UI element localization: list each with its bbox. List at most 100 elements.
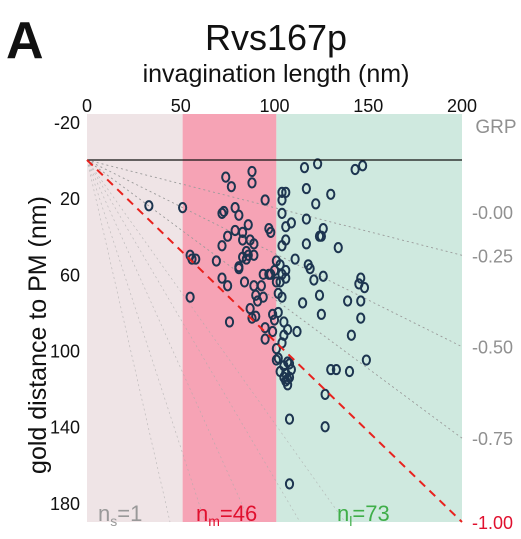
data-point (251, 310, 261, 322)
grp-ray-4 (86, 159, 171, 523)
x-tick-label: 150 (353, 96, 383, 116)
data-point (281, 234, 291, 246)
y-tick-label: 20 (60, 189, 80, 209)
y-tick-label: 140 (50, 418, 80, 438)
x-axis-label: invagination length (nm) (143, 60, 410, 88)
data-point (234, 209, 244, 221)
data-point (277, 207, 287, 219)
chart-title: Rvs167p (205, 17, 347, 58)
data-point (311, 198, 321, 210)
grp-1-reference-line (86, 159, 463, 523)
data-point (343, 295, 353, 307)
region-n_l (276, 114, 462, 522)
data-point (221, 171, 231, 183)
data-point (273, 306, 283, 319)
x-tick-labels: 0 50 100 150 200 (82, 96, 477, 116)
data-point (298, 297, 308, 309)
data-point (239, 276, 250, 288)
region-label-medium: nm=46 (196, 501, 257, 529)
y-tick-label: 100 (50, 342, 80, 362)
data-point (359, 282, 370, 294)
data-point (191, 253, 201, 265)
y-tick-labels: -20 20 60 100 140 180 (50, 113, 80, 514)
x-tick-label: 200 (447, 96, 477, 116)
y-tick-label: 180 (50, 494, 80, 514)
region-label-small: ns=1 (98, 501, 142, 529)
data-point (326, 188, 336, 200)
data-point (358, 160, 368, 172)
data-point (256, 280, 266, 292)
data-point (344, 365, 355, 378)
data-point (185, 291, 195, 303)
grp-axis-label: GRP (475, 117, 516, 138)
y-tick-label: -20 (54, 113, 80, 133)
data-point (301, 182, 311, 195)
data-point (283, 323, 293, 336)
grp-tick-label: -0.00 (472, 203, 513, 223)
data-point (219, 205, 229, 218)
data-point (249, 249, 259, 261)
data-point (178, 202, 188, 214)
grp-ray-3 (86, 159, 206, 523)
data-point (284, 478, 295, 490)
data-point (326, 363, 336, 376)
region-n_s (87, 114, 183, 522)
y-tick-label: 60 (60, 265, 80, 285)
data-point (260, 333, 270, 345)
data-point (313, 158, 323, 170)
panel-label: A (6, 12, 44, 70)
x-tick-label: 0 (82, 96, 92, 116)
data-point (224, 316, 235, 328)
data-point (260, 194, 270, 206)
data-point (356, 312, 366, 324)
region-label-long: nl=73 (337, 501, 390, 529)
data-point (292, 325, 302, 338)
data-point (226, 181, 236, 193)
data-point (316, 308, 326, 320)
data-point (281, 272, 291, 284)
grp-ray-0 (86, 159, 346, 523)
data-point (301, 213, 311, 225)
data-point (273, 352, 283, 364)
y-axis-label: gold distance to PM (nm) (24, 196, 52, 474)
data-point (266, 226, 276, 238)
grp-tick-labels: -0.00 -0.25 -0.50 -0.75 -1.00 (472, 203, 513, 533)
data-point (271, 276, 281, 288)
data-point (144, 200, 154, 212)
data-point (247, 177, 257, 189)
grp-tick-label: -1.00 (472, 513, 513, 533)
data-point (223, 230, 233, 242)
data-point (290, 253, 300, 265)
data-point (314, 289, 325, 301)
grp-tick-label: -0.50 (472, 338, 513, 358)
data-point (284, 358, 295, 370)
data-point (299, 162, 310, 174)
data-point (286, 217, 296, 229)
data-point (361, 354, 371, 366)
data-point (268, 308, 278, 320)
data-point (281, 264, 291, 277)
data-point (223, 280, 233, 292)
data-point (333, 242, 343, 254)
data-point (238, 226, 248, 238)
data-point (211, 255, 221, 267)
data-point (277, 291, 287, 303)
data-point (234, 263, 244, 275)
data-point (243, 249, 253, 261)
data-point (268, 325, 278, 338)
data-point (301, 238, 311, 250)
data-point (217, 207, 227, 219)
data-point (283, 373, 293, 385)
data-point (243, 219, 253, 231)
data-point (309, 274, 319, 286)
grp-guide-lines (86, 159, 463, 523)
data-point (281, 186, 291, 198)
data-point (320, 421, 330, 433)
data-point (217, 272, 227, 284)
data-point (249, 238, 259, 250)
grp-ray-1 (86, 159, 301, 523)
data-point (258, 291, 268, 303)
data-points (144, 158, 371, 490)
data-point (247, 165, 257, 178)
